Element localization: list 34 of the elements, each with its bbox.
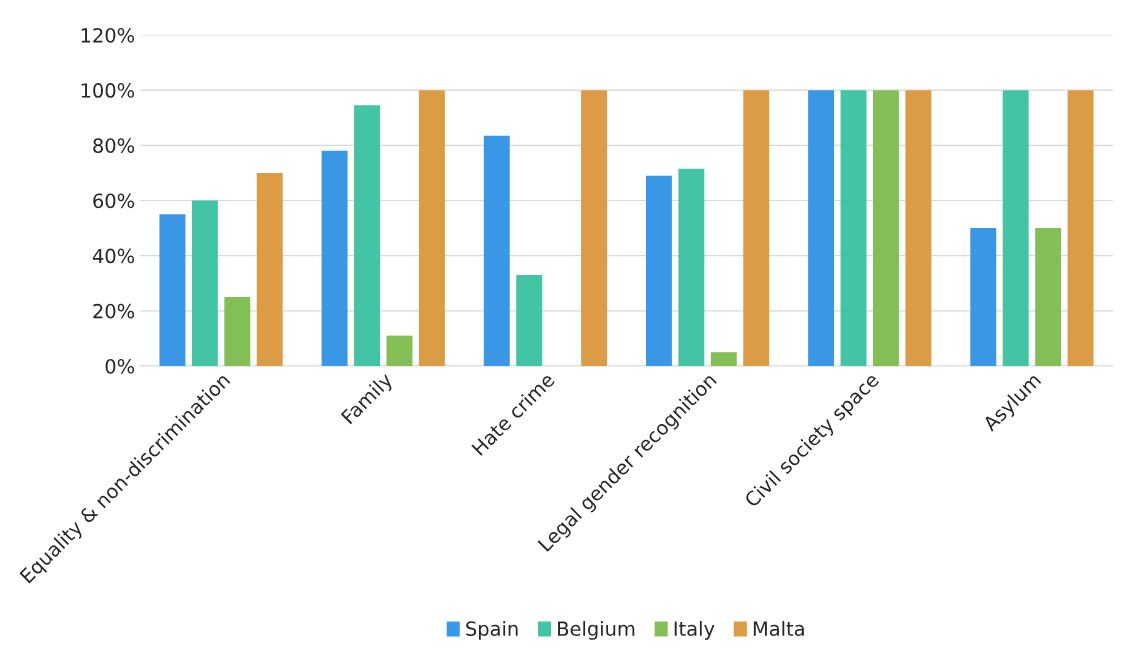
bar: [483, 135, 510, 366]
bar: [645, 175, 672, 366]
bar: [678, 168, 705, 366]
legend-label: Italy: [674, 620, 715, 640]
bar: [905, 90, 932, 366]
bar: [191, 200, 218, 366]
legend-label: Belgium: [558, 620, 635, 640]
y-tick-label: 80%: [93, 138, 135, 153]
y-tick-label: 100%: [81, 83, 135, 98]
bar: [516, 274, 543, 366]
bar: [418, 90, 445, 366]
bar: [159, 214, 186, 366]
bar: [1002, 90, 1029, 366]
bar: [808, 90, 835, 366]
bar: [970, 228, 997, 366]
y-tick-label: 0%: [105, 358, 135, 374]
bar: [872, 90, 899, 366]
bar: [1035, 228, 1062, 366]
legend-label: Malta: [753, 620, 804, 637]
legend-label: Spain: [466, 620, 518, 640]
bar: [321, 150, 348, 366]
bar: [1067, 90, 1094, 366]
y-tick-label: 40%: [92, 248, 135, 264]
bar: [581, 90, 608, 366]
bar: [840, 90, 867, 366]
y-tick-label: 60%: [93, 193, 135, 209]
bar: [710, 352, 737, 366]
bar: [354, 105, 381, 366]
bar: [224, 297, 251, 366]
bar: [743, 90, 770, 366]
y-tick-label: 20%: [93, 303, 135, 319]
bar: [256, 172, 283, 366]
bar: [386, 335, 413, 366]
y-tick-label: 120%: [81, 27, 135, 43]
